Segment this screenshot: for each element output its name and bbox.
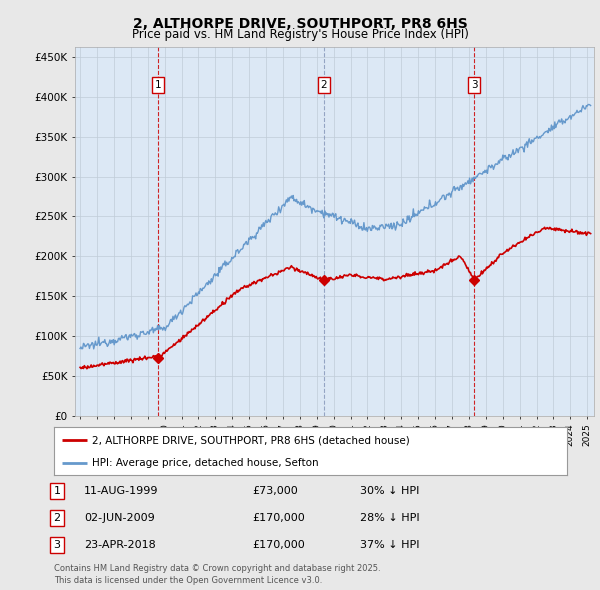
Text: 28% ↓ HPI: 28% ↓ HPI — [360, 513, 419, 523]
Text: 2: 2 — [53, 513, 61, 523]
Text: 30% ↓ HPI: 30% ↓ HPI — [360, 486, 419, 496]
Text: Contains HM Land Registry data © Crown copyright and database right 2025.
This d: Contains HM Land Registry data © Crown c… — [54, 565, 380, 585]
Text: 11-AUG-1999: 11-AUG-1999 — [84, 486, 158, 496]
Text: £73,000: £73,000 — [252, 486, 298, 496]
Text: HPI: Average price, detached house, Sefton: HPI: Average price, detached house, Seft… — [92, 458, 319, 468]
Text: Price paid vs. HM Land Registry's House Price Index (HPI): Price paid vs. HM Land Registry's House … — [131, 28, 469, 41]
Text: 2, ALTHORPE DRIVE, SOUTHPORT, PR8 6HS: 2, ALTHORPE DRIVE, SOUTHPORT, PR8 6HS — [133, 17, 467, 31]
Text: 3: 3 — [53, 540, 61, 550]
Text: 3: 3 — [471, 80, 478, 90]
Text: 1: 1 — [155, 80, 161, 90]
Text: 02-JUN-2009: 02-JUN-2009 — [84, 513, 155, 523]
Text: £170,000: £170,000 — [252, 513, 305, 523]
Text: 23-APR-2018: 23-APR-2018 — [84, 540, 156, 550]
Text: 2: 2 — [320, 80, 327, 90]
Text: 37% ↓ HPI: 37% ↓ HPI — [360, 540, 419, 550]
Text: 2, ALTHORPE DRIVE, SOUTHPORT, PR8 6HS (detached house): 2, ALTHORPE DRIVE, SOUTHPORT, PR8 6HS (d… — [92, 435, 410, 445]
Text: £170,000: £170,000 — [252, 540, 305, 550]
Text: 1: 1 — [53, 486, 61, 496]
